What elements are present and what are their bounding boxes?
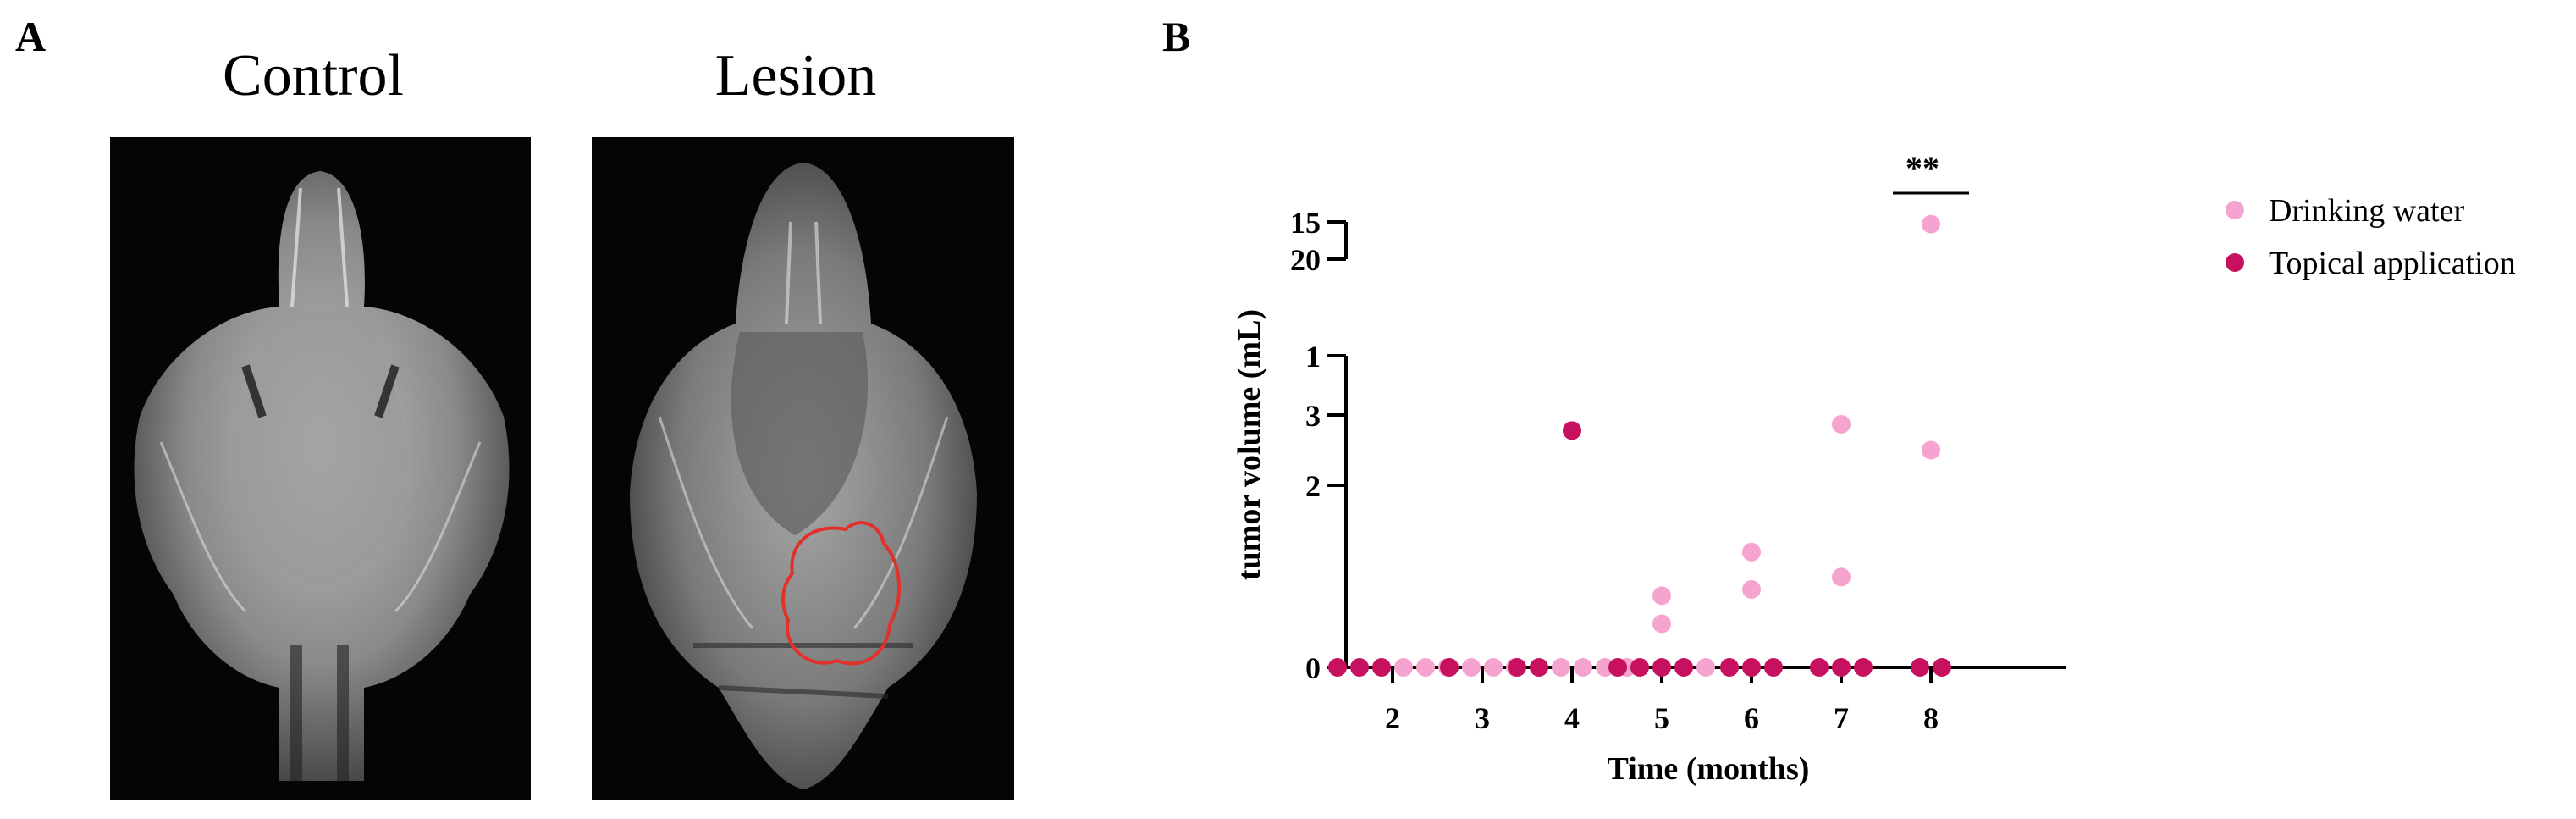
topical-application-point bbox=[1810, 658, 1829, 677]
drinking-water-point bbox=[1832, 567, 1851, 587]
topical-application-point bbox=[1440, 658, 1459, 677]
topical-application-point bbox=[1350, 658, 1369, 677]
drinking-water-point bbox=[1416, 658, 1435, 677]
topical-application-point bbox=[1508, 658, 1526, 677]
topical-application-point bbox=[1652, 658, 1671, 677]
topical-application-point bbox=[1674, 658, 1693, 677]
control-mri-image bbox=[110, 137, 531, 800]
topical-application-point bbox=[1933, 658, 1951, 677]
x-tick-label: 3 bbox=[1475, 701, 1490, 735]
drinking-water-point bbox=[1922, 440, 1940, 460]
drinking-water-point bbox=[1832, 414, 1851, 434]
panel-b-letter: B bbox=[1162, 13, 1191, 60]
topical-application-point bbox=[1832, 658, 1851, 677]
drinking-water-point bbox=[1742, 580, 1761, 599]
lesion-title: Lesion bbox=[714, 43, 877, 108]
y-tick-label: 15 bbox=[1290, 206, 1321, 240]
topical-application-point bbox=[1608, 658, 1627, 677]
topical-application-point bbox=[1854, 658, 1873, 677]
drinking-water-point bbox=[1652, 614, 1671, 634]
legend-marker bbox=[2226, 201, 2244, 219]
x-tick-label: 6 bbox=[1744, 701, 1759, 735]
topical-application-point bbox=[1911, 658, 1929, 677]
drinking-water-point bbox=[1652, 586, 1671, 606]
topical-application-point bbox=[1563, 421, 1581, 440]
y-tick-label: 1 bbox=[1305, 340, 1321, 374]
topical-application-point bbox=[1530, 658, 1548, 677]
x-axis-title: Time (months) bbox=[1608, 751, 1810, 787]
drinking-water-point bbox=[1552, 658, 1570, 677]
lesion-mri-image bbox=[592, 137, 1014, 800]
drinking-water-point bbox=[1922, 214, 1940, 234]
legend-label: Drinking water bbox=[2269, 193, 2464, 229]
drinking-water-point bbox=[1462, 658, 1481, 677]
x-tick-label: 8 bbox=[1923, 701, 1939, 735]
drinking-water-point bbox=[1696, 658, 1715, 677]
topical-application-point bbox=[1630, 658, 1649, 677]
legend-label: Topical application bbox=[2269, 246, 2516, 281]
drinking-water-point bbox=[1484, 658, 1503, 677]
y-tick-label: 3 bbox=[1305, 399, 1321, 433]
drinking-water-point bbox=[1574, 658, 1592, 677]
x-tick-label: 5 bbox=[1654, 701, 1669, 735]
topical-application-point bbox=[1372, 658, 1391, 677]
y-tick-label: 2 bbox=[1305, 469, 1321, 503]
drinking-water-point bbox=[1394, 658, 1413, 677]
y-tick-label: 20 bbox=[1290, 243, 1321, 277]
legend-marker bbox=[2226, 253, 2244, 272]
drinking-water-point bbox=[1742, 542, 1761, 562]
topical-application-point bbox=[1720, 658, 1739, 677]
panel-a-letter: A bbox=[15, 13, 47, 60]
topical-application-point bbox=[1328, 658, 1347, 677]
x-tick-label: 2 bbox=[1385, 701, 1400, 735]
y-tick-label: 0 bbox=[1305, 651, 1321, 685]
control-title: Control bbox=[223, 43, 404, 108]
y-axis-title: tumor volume (mL) bbox=[1232, 309, 1267, 580]
significance-annotation: ** bbox=[1906, 149, 1939, 187]
lesion-outline bbox=[781, 521, 902, 666]
x-tick-label: 4 bbox=[1564, 701, 1580, 735]
topical-application-point bbox=[1764, 658, 1783, 677]
x-tick-label: 7 bbox=[1834, 701, 1849, 735]
topical-application-point bbox=[1742, 658, 1761, 677]
